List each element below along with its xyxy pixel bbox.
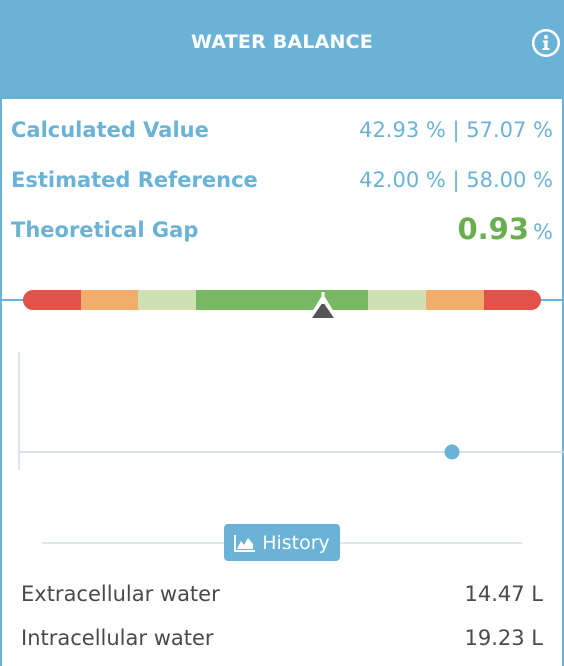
- history-button-label: History: [262, 531, 330, 554]
- theoretical-gap-row: Theoretical Gap 0.93%: [11, 212, 553, 252]
- panel-header: WATER BALANCE: [0, 0, 564, 99]
- gauge-segment: [23, 290, 81, 310]
- calculated-value-row: Calculated Value 42.93 % | 57.07 %: [11, 118, 553, 152]
- extracellular-water-row: Extracellular water 14.47 L: [21, 582, 543, 612]
- intracellular-water-value: 19.23 L: [464, 626, 544, 650]
- estimated-reference-row: Estimated Reference 42.00 % | 58.00 %: [11, 168, 553, 202]
- info-icon[interactable]: [532, 29, 560, 57]
- estimated-reference-value: 42.00 % | 58.00 %: [359, 168, 553, 192]
- theoretical-gap-number: 0.93: [457, 212, 530, 246]
- gauge-segment: [253, 290, 311, 310]
- extracellular-water-label: Extracellular water: [21, 582, 220, 606]
- calculated-value-label: Calculated Value: [11, 118, 209, 142]
- intracellular-water-row: Intracellular water 19.23 L: [21, 626, 543, 656]
- gauge-segment: [80, 290, 139, 310]
- history-button[interactable]: History: [224, 524, 340, 561]
- gauge-segment: [368, 290, 426, 310]
- theoretical-gap-unit: %: [533, 220, 553, 244]
- gauge-segment: [138, 290, 196, 310]
- chart-point: [444, 444, 460, 460]
- intracellular-water-label: Intracellular water: [21, 626, 214, 650]
- area-chart-icon: [234, 534, 256, 552]
- gauge-segment: [195, 290, 254, 310]
- theoretical-gap-label: Theoretical Gap: [11, 218, 199, 242]
- balance-gauge: [23, 290, 541, 310]
- theoretical-gap-value: 0.93%: [457, 212, 553, 246]
- gauge-segment: [425, 290, 484, 310]
- calculated-value: 42.93 % | 57.07 %: [359, 118, 553, 142]
- extracellular-water-value: 14.47 L: [464, 582, 544, 606]
- panel-title: WATER BALANCE: [191, 31, 373, 53]
- gauge-segment: [483, 290, 541, 310]
- triangle-up-icon: [306, 292, 340, 326]
- estimated-reference-label: Estimated Reference: [11, 168, 258, 192]
- history-mini-chart: [18, 352, 564, 470]
